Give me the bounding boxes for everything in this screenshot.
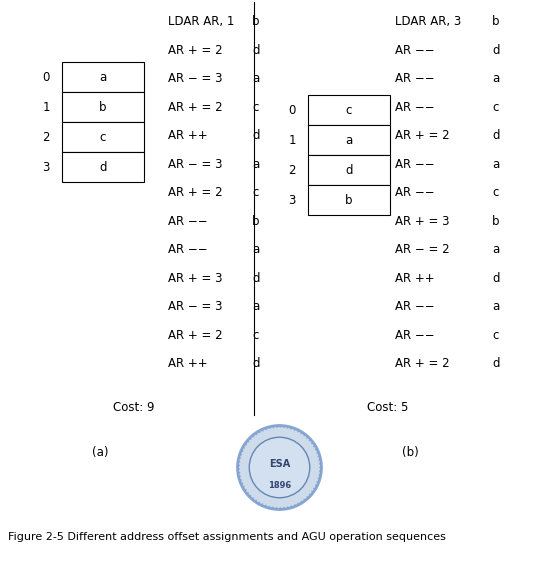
- Text: d: d: [492, 44, 500, 56]
- Text: (a): (a): [92, 445, 108, 458]
- Text: LDAR AR, 1: LDAR AR, 1: [168, 15, 234, 28]
- Text: ESA: ESA: [269, 458, 290, 468]
- Text: d: d: [252, 271, 259, 285]
- Text: b: b: [252, 214, 259, 228]
- Text: AR − = 3: AR − = 3: [168, 300, 222, 313]
- Text: AR −−: AR −−: [395, 300, 435, 313]
- Text: b: b: [345, 194, 353, 207]
- Text: AR − = 3: AR − = 3: [168, 72, 222, 85]
- Text: Cost: 5: Cost: 5: [367, 400, 409, 414]
- Text: d: d: [252, 357, 259, 370]
- Text: AR −−: AR −−: [395, 186, 435, 199]
- Bar: [62, 152, 144, 182]
- Text: Figure 2-5 Different address offset assignments and AGU operation sequences: Figure 2-5 Different address offset assi…: [8, 532, 446, 541]
- Text: AR − = 3: AR − = 3: [168, 157, 222, 170]
- Text: AR −−: AR −−: [395, 157, 435, 170]
- Bar: [308, 125, 390, 155]
- Text: c: c: [252, 186, 258, 199]
- Text: a: a: [492, 157, 499, 170]
- Text: a: a: [100, 70, 107, 84]
- Text: AR + = 2: AR + = 2: [395, 357, 449, 370]
- Text: AR + = 2: AR + = 2: [395, 129, 449, 142]
- Text: d: d: [492, 271, 500, 285]
- Text: d: d: [252, 44, 259, 56]
- Text: c: c: [346, 104, 352, 116]
- Text: 2: 2: [42, 131, 50, 143]
- Text: a: a: [492, 72, 499, 85]
- Text: c: c: [252, 100, 258, 113]
- Text: AR −−: AR −−: [168, 214, 207, 228]
- Text: d: d: [252, 129, 259, 142]
- Text: AR + = 2: AR + = 2: [168, 100, 222, 113]
- Text: d: d: [345, 164, 353, 176]
- Text: AR + = 3: AR + = 3: [168, 271, 222, 285]
- Text: LDAR AR, 3: LDAR AR, 3: [395, 15, 461, 28]
- Text: c: c: [252, 328, 258, 342]
- Bar: [308, 155, 390, 185]
- Text: d: d: [492, 357, 500, 370]
- Text: AR −−: AR −−: [395, 72, 435, 85]
- Text: a: a: [252, 300, 259, 313]
- Text: AR − = 2: AR − = 2: [395, 243, 449, 256]
- Text: c: c: [492, 328, 499, 342]
- Text: Cost: 9: Cost: 9: [113, 400, 154, 414]
- Text: AR −−: AR −−: [395, 100, 435, 113]
- Text: 3: 3: [42, 161, 50, 173]
- Text: b: b: [252, 15, 259, 28]
- Text: AR ++: AR ++: [168, 129, 207, 142]
- Text: AR −−: AR −−: [395, 328, 435, 342]
- Circle shape: [238, 426, 321, 510]
- Text: AR −−: AR −−: [395, 44, 435, 56]
- Text: AR + = 2: AR + = 2: [168, 44, 222, 56]
- Circle shape: [249, 437, 310, 498]
- Text: 1: 1: [288, 134, 296, 146]
- Text: c: c: [492, 186, 499, 199]
- Bar: [62, 92, 144, 122]
- Text: b: b: [100, 100, 107, 113]
- Text: a: a: [492, 243, 499, 256]
- Text: AR + = 2: AR + = 2: [168, 186, 222, 199]
- Text: 3: 3: [288, 194, 296, 207]
- Text: a: a: [492, 300, 499, 313]
- Text: AR + = 3: AR + = 3: [395, 214, 449, 228]
- Bar: [308, 95, 390, 125]
- Text: a: a: [252, 243, 259, 256]
- Text: AR −−: AR −−: [168, 243, 207, 256]
- Text: 0: 0: [42, 70, 50, 84]
- Text: AR + = 2: AR + = 2: [168, 328, 222, 342]
- Text: d: d: [492, 129, 500, 142]
- Bar: [308, 185, 390, 215]
- Text: c: c: [492, 100, 499, 113]
- Text: a: a: [345, 134, 353, 146]
- Text: c: c: [100, 131, 106, 143]
- Bar: [62, 62, 144, 92]
- Text: 1: 1: [42, 100, 50, 113]
- Text: 1896: 1896: [268, 481, 291, 490]
- Text: b: b: [492, 15, 500, 28]
- Text: AR ++: AR ++: [168, 357, 207, 370]
- Bar: [62, 122, 144, 152]
- Text: 0: 0: [288, 104, 296, 116]
- Text: a: a: [252, 157, 259, 170]
- Text: 2: 2: [288, 164, 296, 176]
- Text: a: a: [252, 72, 259, 85]
- Text: AR ++: AR ++: [395, 271, 435, 285]
- Text: d: d: [100, 161, 107, 173]
- Text: (b): (b): [401, 445, 418, 458]
- Text: b: b: [492, 214, 500, 228]
